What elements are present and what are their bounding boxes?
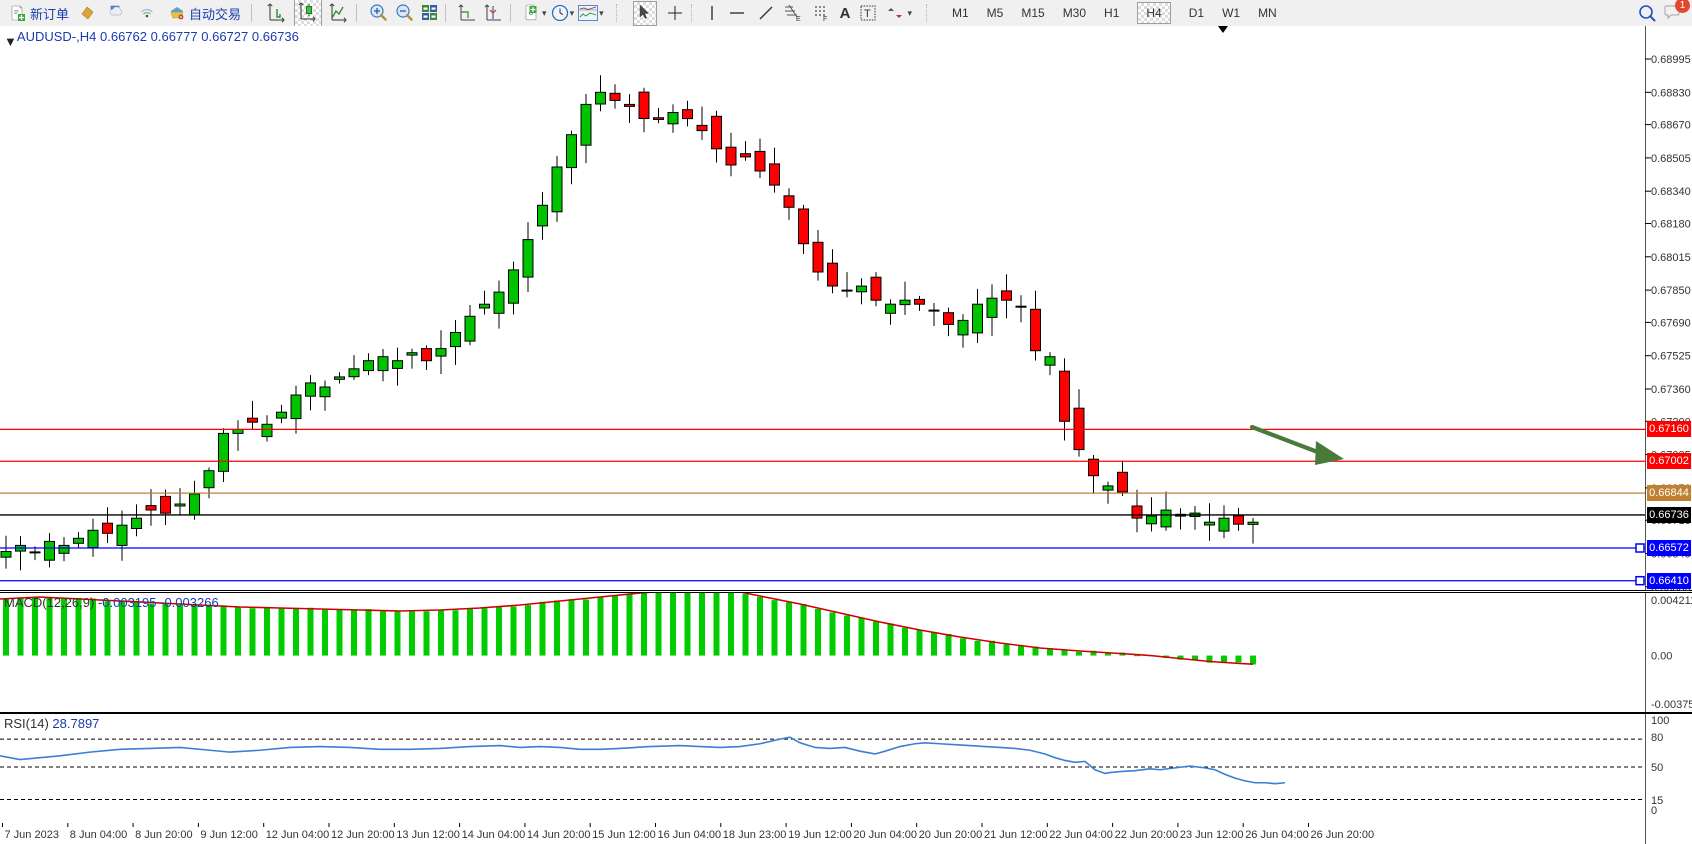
svg-text:14 Jun 20:00: 14 Jun 20:00 bbox=[527, 829, 591, 841]
svg-text:16 Jun 04:00: 16 Jun 04:00 bbox=[658, 829, 722, 841]
svg-text:12 Jun 20:00: 12 Jun 20:00 bbox=[331, 829, 395, 841]
svg-text:20 Jun 04:00: 20 Jun 04:00 bbox=[853, 829, 917, 841]
svg-text:0.67690: 0.67690 bbox=[1651, 317, 1691, 329]
svg-text:8 Jun 20:00: 8 Jun 20:00 bbox=[135, 829, 193, 841]
svg-text:E: E bbox=[796, 16, 801, 22]
svg-text:0.68830: 0.68830 bbox=[1651, 87, 1691, 99]
svg-text:22 Jun 04:00: 22 Jun 04:00 bbox=[1049, 829, 1113, 841]
svg-text:7 Jun 2023: 7 Jun 2023 bbox=[5, 829, 59, 841]
svg-text:15 Jun 12:00: 15 Jun 12:00 bbox=[592, 829, 656, 841]
svg-text:26 Jun 04:00: 26 Jun 04:00 bbox=[1245, 829, 1309, 841]
svg-text:0.68340: 0.68340 bbox=[1651, 186, 1691, 198]
svg-text:-0.003755: -0.003755 bbox=[1651, 699, 1692, 711]
svg-text:F: F bbox=[823, 16, 827, 21]
svg-text:20 Jun 20:00: 20 Jun 20:00 bbox=[919, 829, 983, 841]
svg-text:0.68995: 0.68995 bbox=[1651, 54, 1691, 66]
svg-text:T: T bbox=[864, 8, 871, 20]
svg-text:0.004211: 0.004211 bbox=[1651, 595, 1692, 607]
svg-text:12 Jun 04:00: 12 Jun 04:00 bbox=[266, 829, 330, 841]
svg-text:0.67850: 0.67850 bbox=[1651, 285, 1691, 297]
svg-text:0.68180: 0.68180 bbox=[1651, 219, 1691, 231]
svg-text:0.68505: 0.68505 bbox=[1651, 153, 1691, 165]
svg-text:14 Jun 04:00: 14 Jun 04:00 bbox=[462, 829, 526, 841]
svg-text:8 Jun 04:00: 8 Jun 04:00 bbox=[70, 829, 128, 841]
svg-text:13 Jun 12:00: 13 Jun 12:00 bbox=[396, 829, 460, 841]
svg-text:100: 100 bbox=[1651, 715, 1669, 727]
svg-text:0: 0 bbox=[1651, 805, 1657, 817]
svg-text:23 Jun 12:00: 23 Jun 12:00 bbox=[1180, 829, 1244, 841]
svg-text:22 Jun 20:00: 22 Jun 20:00 bbox=[1115, 829, 1179, 841]
svg-text:0.68015: 0.68015 bbox=[1651, 252, 1691, 264]
svg-text:0.00: 0.00 bbox=[1651, 651, 1672, 663]
svg-text:0.67525: 0.67525 bbox=[1651, 351, 1691, 363]
svg-text:19 Jun 12:00: 19 Jun 12:00 bbox=[788, 829, 852, 841]
svg-text:18 Jun 23:00: 18 Jun 23:00 bbox=[723, 829, 787, 841]
svg-text:26 Jun 20:00: 26 Jun 20:00 bbox=[1311, 829, 1375, 841]
svg-text:21 Jun 12:00: 21 Jun 12:00 bbox=[984, 829, 1048, 841]
svg-text:0.68670: 0.68670 bbox=[1651, 120, 1691, 132]
svg-text:9 Jun 12:00: 9 Jun 12:00 bbox=[200, 829, 258, 841]
svg-text:0.67360: 0.67360 bbox=[1651, 384, 1691, 396]
svg-text:50: 50 bbox=[1651, 762, 1663, 774]
svg-text:80: 80 bbox=[1651, 732, 1663, 744]
